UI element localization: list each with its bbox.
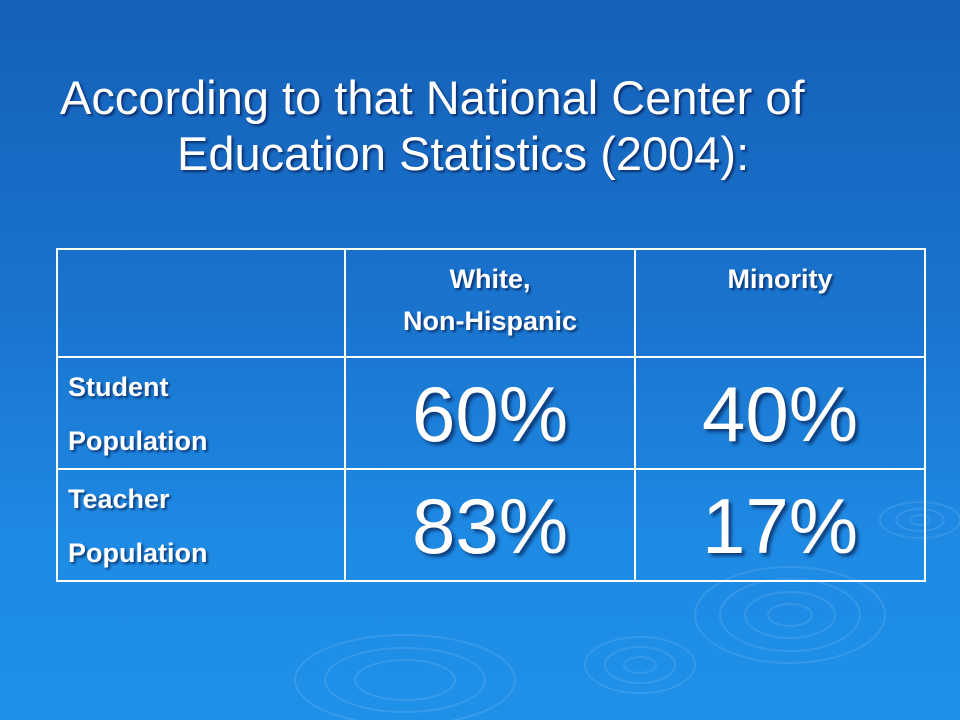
student-minority-value: 40% (634, 356, 926, 470)
row-label-teacher-line-1: Teacher (68, 484, 170, 514)
teacher-minority-value: 17% (634, 468, 926, 582)
table-header-row: White, Non-Hispanic Minority (56, 248, 926, 358)
row-label-student-line-2: Population (68, 426, 208, 456)
header-white-non-hispanic: White, Non-Hispanic (344, 248, 636, 358)
header-white-line-1: White, (449, 264, 531, 294)
header-white-line-2: Non-Hispanic (402, 306, 577, 336)
title-line-1: According to that National Center of (60, 71, 805, 124)
statistics-table: White, Non-Hispanic Minority Student Pop… (56, 248, 926, 582)
student-white-value: 60% (344, 356, 636, 470)
header-minority: Minority (634, 248, 926, 358)
header-minority-label: Minority (727, 264, 833, 294)
table-row-teacher: Teacher Population 83% 17% (56, 468, 926, 582)
teacher-white-value: 83% (344, 468, 636, 582)
row-label-student-line-1: Student (68, 372, 169, 402)
row-label-teacher: Teacher Population (56, 468, 346, 582)
table-row-student: Student Population 60% 40% (56, 356, 926, 470)
row-label-teacher-line-2: Population (68, 538, 208, 568)
slide-title: According to that National Center of Edu… (60, 70, 920, 182)
title-line-2: Education Statistics (2004): (177, 127, 750, 180)
header-empty-cell (56, 248, 346, 358)
row-label-student: Student Population (56, 356, 346, 470)
